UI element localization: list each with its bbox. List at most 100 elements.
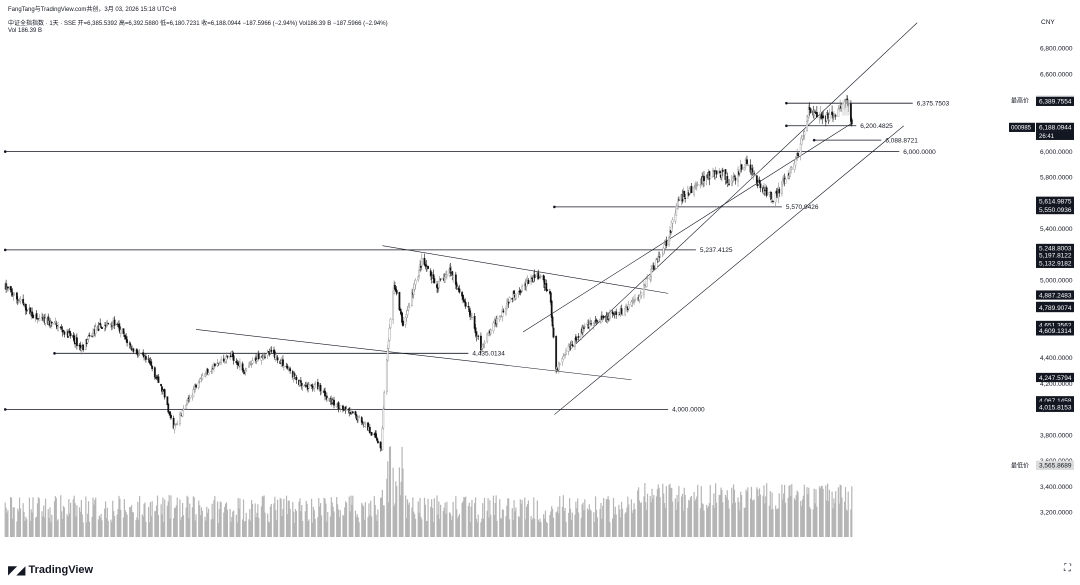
- price-label-box: [1036, 320, 1074, 331]
- volume-bar: [586, 508, 589, 537]
- volume-bar: [6, 512, 8, 537]
- volume-bar: [250, 520, 252, 537]
- volume-bar: [392, 467, 394, 537]
- candle-body: [794, 159, 797, 166]
- volume-bar: [594, 496, 597, 537]
- volume-bar: [440, 504, 442, 537]
- candle-body: [53, 322, 56, 325]
- volume-bar: [26, 519, 28, 537]
- price-label-box: [1036, 122, 1074, 132]
- volume-bar: [545, 521, 547, 537]
- candle-body: [462, 299, 465, 302]
- volume-bar: [142, 516, 144, 537]
- volume-bar: [819, 488, 822, 537]
- currency-label[interactable]: CNY: [1041, 19, 1055, 26]
- volume-bar: [288, 500, 290, 537]
- candle-body: [571, 344, 574, 346]
- candle-body: [467, 306, 470, 308]
- price-label-box: [1036, 250, 1074, 260]
- volume-bar: [445, 513, 447, 537]
- volume-bar: [614, 506, 616, 537]
- volume-bar: [210, 519, 212, 537]
- tradingview-logo[interactable]: ◤◢ TradingView: [8, 563, 93, 577]
- candle-body: [192, 389, 195, 397]
- volume-bar: [352, 495, 354, 537]
- candle-body: [577, 336, 580, 338]
- volume-legend[interactable]: Vol 186.39 B: [8, 28, 43, 34]
- candle-body: [655, 258, 658, 269]
- volume-bar: [87, 501, 90, 537]
- candle-body: [62, 330, 65, 332]
- volume-bar: [17, 508, 19, 537]
- candle-body: [423, 258, 426, 265]
- candle-body: [264, 356, 266, 358]
- volume-bar: [349, 511, 351, 537]
- candle-body: [492, 322, 495, 331]
- candle-body: [456, 286, 459, 289]
- price-label-text: 6,389.7554: [1039, 99, 1072, 106]
- volume-bar: [224, 506, 226, 537]
- volume-bar: [809, 508, 812, 537]
- candle-body: [712, 170, 714, 177]
- volume-bar: [756, 487, 758, 537]
- symbol-ohlc-legend[interactable]: 中证全指指数 · 1天 · SSE 开=6,385.5392 高=6,392.5…: [8, 21, 388, 27]
- candle-body: [517, 292, 520, 294]
- volume-bar: [311, 498, 313, 537]
- candle-body: [247, 366, 250, 368]
- candle-body: [427, 266, 429, 270]
- volume-bar: [581, 504, 583, 537]
- volume-bar: [405, 495, 407, 537]
- volume-bar: [73, 495, 75, 537]
- candle-body: [737, 169, 739, 182]
- volume-bar: [508, 519, 511, 537]
- candle-body: [797, 153, 799, 157]
- volume-bar: [274, 496, 276, 537]
- candle-body: [207, 372, 210, 376]
- volume-bar: [425, 521, 427, 537]
- volume-bar: [364, 502, 366, 537]
- volume-bar: [487, 498, 489, 537]
- volume-bar: [563, 510, 565, 537]
- volume-bar: [192, 496, 194, 537]
- volume-bar: [633, 503, 635, 537]
- volume-bar: [72, 499, 74, 537]
- candle-body: [733, 176, 736, 178]
- candle-body: [282, 365, 285, 368]
- volume-bar: [412, 497, 414, 537]
- candle-body: [615, 311, 618, 315]
- volume-bar: [436, 495, 438, 537]
- volume-bar: [35, 517, 37, 537]
- candle-body: [368, 426, 371, 433]
- volume-bar: [55, 497, 57, 537]
- candle-body: [13, 292, 16, 295]
- volume-bar: [25, 516, 27, 537]
- candle-body: [602, 316, 605, 319]
- volume-bar: [517, 516, 520, 537]
- volume-bar: [527, 500, 529, 537]
- candle-body: [833, 113, 836, 116]
- candle-body: [511, 297, 514, 300]
- candle-body: [213, 363, 216, 367]
- volume-bar: [831, 491, 833, 537]
- volume-bar: [308, 519, 310, 537]
- candle-body: [487, 332, 489, 336]
- line-anchor-dot: [53, 352, 56, 355]
- volume-bar: [851, 486, 853, 537]
- volume-bar: [186, 495, 188, 537]
- volume-bar: [776, 509, 779, 537]
- volume-bar: [603, 497, 605, 537]
- horizontal-line-label: 4,435.0134: [472, 351, 505, 358]
- volume-bar: [789, 485, 791, 537]
- volume-bar: [465, 496, 467, 537]
- volume-bar: [549, 514, 551, 537]
- candle-body: [537, 272, 540, 279]
- volume-bar: [368, 503, 370, 537]
- candle-body: [199, 378, 202, 382]
- volume-bar: [432, 522, 435, 537]
- volume-bar: [537, 519, 539, 537]
- candle-body: [55, 323, 58, 325]
- fullscreen-icon[interactable]: ⛶: [1064, 563, 1071, 574]
- trend-line: [382, 245, 669, 294]
- volume-bar: [475, 518, 478, 537]
